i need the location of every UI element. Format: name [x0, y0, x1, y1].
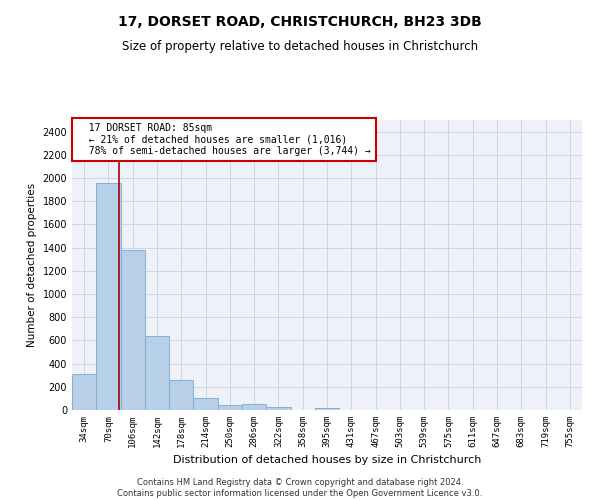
- Bar: [218, 405, 242, 410]
- Bar: [145, 336, 169, 410]
- X-axis label: Distribution of detached houses by size in Christchurch: Distribution of detached houses by size …: [173, 456, 481, 466]
- Y-axis label: Number of detached properties: Number of detached properties: [27, 183, 37, 347]
- Bar: [121, 250, 145, 410]
- Text: 17, DORSET ROAD, CHRISTCHURCH, BH23 3DB: 17, DORSET ROAD, CHRISTCHURCH, BH23 3DB: [118, 15, 482, 29]
- Bar: [315, 408, 339, 410]
- Text: 17 DORSET ROAD: 85sqm
  ← 21% of detached houses are smaller (1,016)
  78% of se: 17 DORSET ROAD: 85sqm ← 21% of detached …: [77, 123, 371, 156]
- Text: Size of property relative to detached houses in Christchurch: Size of property relative to detached ho…: [122, 40, 478, 53]
- Bar: [96, 182, 121, 410]
- Bar: [193, 398, 218, 410]
- Bar: [169, 380, 193, 410]
- Bar: [72, 374, 96, 410]
- Bar: [266, 406, 290, 410]
- Text: Contains HM Land Registry data © Crown copyright and database right 2024.
Contai: Contains HM Land Registry data © Crown c…: [118, 478, 482, 498]
- Bar: [242, 404, 266, 410]
